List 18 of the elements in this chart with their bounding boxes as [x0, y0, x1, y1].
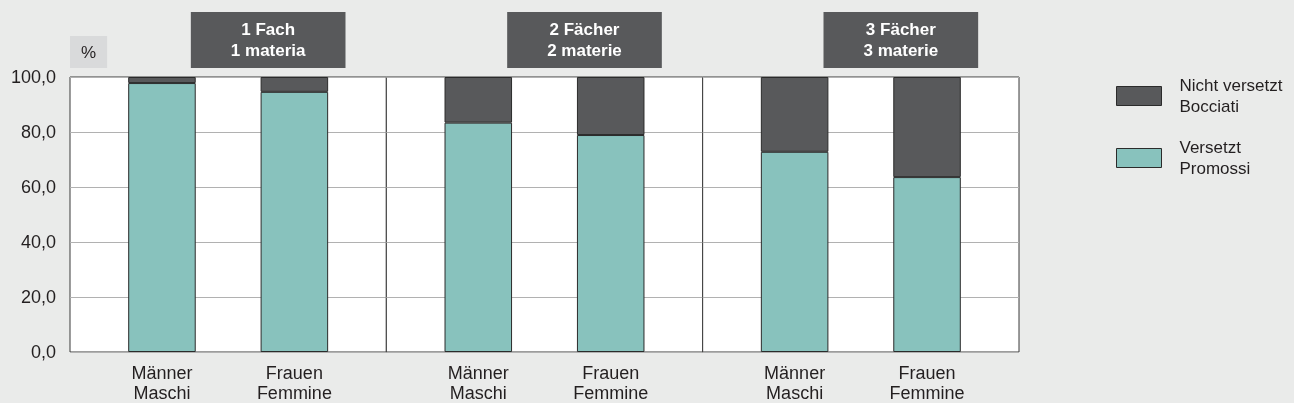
- y-axis-title: %: [81, 42, 97, 62]
- x-tick-label: Männer Maschi: [131, 363, 193, 403]
- x-tick-label: Frauen Femmine: [256, 363, 332, 403]
- y-tick-label: 40,0: [20, 232, 56, 252]
- y-tick-label: 100,0: [10, 67, 56, 87]
- chart-title: 2 Fächer 2 materie: [547, 20, 622, 60]
- y-tick-label: 60,0: [20, 177, 56, 197]
- y-tick-label: 20,0: [20, 287, 56, 307]
- x-tick-label: Männer Maschi: [447, 363, 509, 403]
- chart-title: 1 Fach 1 materia: [230, 20, 307, 60]
- legend-label: Versetzt Promossi: [1179, 138, 1251, 178]
- x-tick-label: Frauen Femmine: [573, 363, 649, 403]
- legend-label: Nicht versetzt Bocciati: [1179, 76, 1283, 116]
- chart-title: 3 Fächer 3 materie: [863, 20, 939, 60]
- y-tick-label: 80,0: [20, 122, 56, 142]
- y-tick-label: 0,0: [30, 342, 56, 362]
- x-tick-label: Männer Maschi: [764, 363, 826, 403]
- x-tick-label: Frauen Femmine: [889, 363, 965, 403]
